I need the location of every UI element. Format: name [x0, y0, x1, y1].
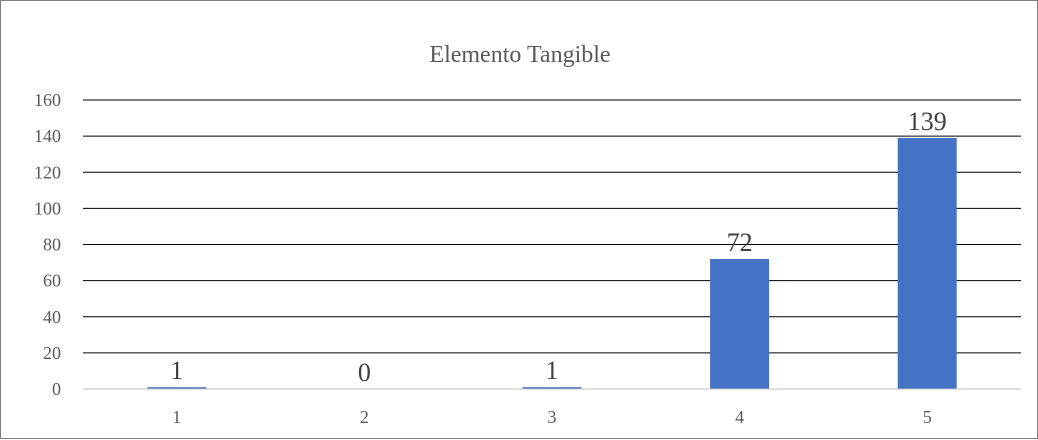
y-tick-label-40: 40 [43, 307, 61, 327]
y-axis-tick-labels: 0 20 40 60 80 100 120 140 160 [34, 90, 61, 399]
data-labels: 1 0 1 72 139 [170, 107, 946, 387]
bar-1 [147, 387, 207, 389]
data-label-4: 72 [727, 228, 753, 257]
bars [147, 137, 957, 389]
y-tick-label-0: 0 [52, 379, 61, 399]
y-tick-label-60: 60 [43, 271, 61, 291]
chart-title: Elemento Tangible [429, 42, 610, 68]
bar-3 [522, 387, 582, 389]
data-label-2: 0 [358, 358, 371, 387]
data-label-3: 1 [546, 356, 559, 385]
x-axis-tick-labels: 1 2 3 4 5 [172, 407, 931, 427]
x-tick-label-3: 3 [548, 407, 557, 427]
bar-4 [710, 258, 770, 389]
y-tick-label-20: 20 [43, 343, 61, 363]
x-tick-label-1: 1 [172, 407, 181, 427]
x-tick-label-4: 4 [735, 407, 744, 427]
x-tick-label-5: 5 [923, 407, 932, 427]
y-tick-label-160: 160 [34, 90, 61, 110]
y-tick-label-120: 120 [34, 162, 61, 182]
y-tick-label-100: 100 [34, 198, 61, 218]
data-label-5: 139 [908, 107, 947, 136]
x-tick-label-2: 2 [360, 407, 369, 427]
bar-5 [897, 137, 957, 389]
y-tick-label-140: 140 [34, 126, 61, 146]
gridlines [83, 99, 1021, 354]
y-tick-label-80: 80 [43, 235, 61, 255]
data-label-1: 1 [170, 356, 183, 385]
